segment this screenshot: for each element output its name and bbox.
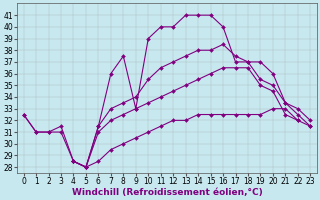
X-axis label: Windchill (Refroidissement éolien,°C): Windchill (Refroidissement éolien,°C) — [72, 188, 262, 197]
